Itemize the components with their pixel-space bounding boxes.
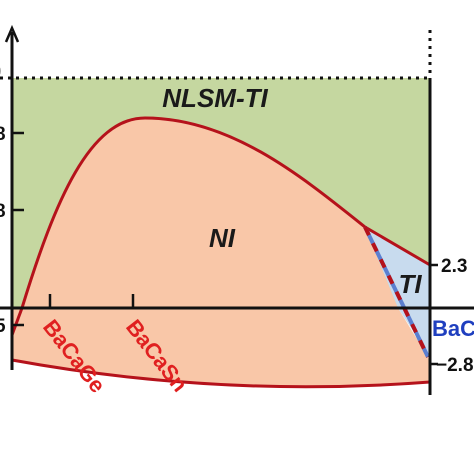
left-tick-label-3: 5 — [0, 316, 6, 337]
left-tick-label-2: 8 — [0, 201, 6, 222]
lower-region — [12, 308, 430, 387]
ti-label: TI — [398, 269, 422, 299]
ni-boundary-curve — [20, 116, 431, 309]
right-tick-label-lower: −2.8 — [436, 355, 474, 376]
ti-boundary-red-dash — [363, 226, 430, 358]
right-tick-label-upper: 2.3 — [441, 256, 467, 277]
bottom-boundary-curve — [11, 358, 431, 389]
bac-partial-label: BaC — [432, 316, 474, 341]
ni-label: NI — [209, 223, 236, 253]
left-tick-label-1: 8 — [0, 124, 6, 145]
ti-region — [365, 227, 430, 308]
left-tick-label-top: ) — [0, 60, 1, 81]
ni-boundary-lower-left — [10, 307, 24, 336]
ni-region — [12, 118, 398, 308]
nlsm-ti-label: NLSM-TI — [162, 83, 268, 113]
left-axis-arrow — [4, 24, 20, 43]
